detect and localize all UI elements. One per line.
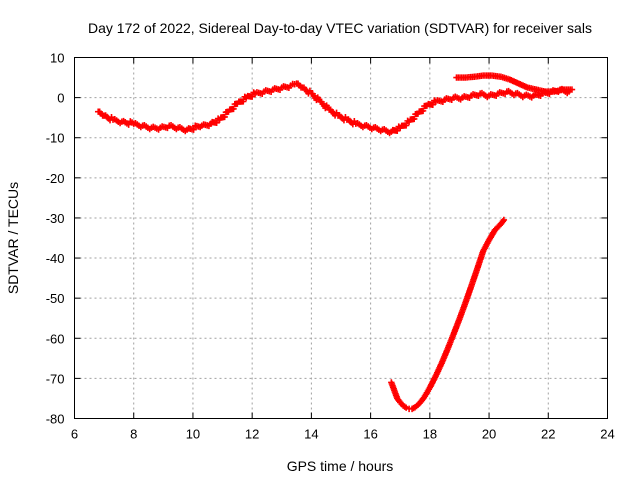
x-tick-label: 16 bbox=[363, 427, 377, 442]
data-marks bbox=[94, 72, 576, 413]
grid-lines bbox=[74, 57, 608, 419]
main-band-point bbox=[419, 107, 427, 115]
lower-arc-point bbox=[500, 216, 508, 224]
x-tick-label: 12 bbox=[245, 427, 259, 442]
main-band-point bbox=[410, 115, 418, 123]
y-tick-label: -10 bbox=[46, 131, 65, 146]
y-tick-label: -80 bbox=[46, 412, 65, 427]
x-tick-label: 10 bbox=[186, 427, 200, 442]
main-band-point bbox=[429, 101, 436, 108]
plot-frame bbox=[74, 57, 608, 419]
y-axis-label: SDTVAR / TECUs bbox=[5, 182, 21, 294]
x-tick-label: 22 bbox=[541, 427, 555, 442]
x-tick-label: 20 bbox=[482, 427, 496, 442]
x-tick-label: 24 bbox=[600, 427, 614, 442]
y-tick-label: -20 bbox=[46, 171, 65, 186]
main-band-point bbox=[125, 121, 132, 128]
main-band-point bbox=[248, 93, 256, 100]
y-tick-label: -40 bbox=[46, 251, 65, 266]
axis-ticks: 6 8 10 12 14 16 18 20 22 24 10 0 -10 -20 -30 -40 -50 -60 -… bbox=[46, 51, 615, 442]
y-tick-label: -50 bbox=[46, 291, 65, 306]
y-tick-label: -60 bbox=[46, 331, 65, 346]
upper-branch-point bbox=[568, 86, 576, 93]
main-band-point bbox=[394, 127, 401, 135]
y-tick-label: -30 bbox=[46, 211, 65, 226]
y-tick-label: 0 bbox=[57, 91, 64, 106]
lower-arc-point bbox=[402, 404, 410, 411]
chart-title: Day 172 of 2022, Sidereal Day-to-day VTE… bbox=[88, 20, 592, 36]
x-axis-label: GPS time / hours bbox=[287, 458, 394, 474]
main-band-point bbox=[402, 122, 410, 129]
main-band-point bbox=[213, 119, 220, 127]
main-band-point bbox=[190, 126, 197, 133]
x-tick-label: 6 bbox=[71, 427, 78, 442]
y-tick-label: -70 bbox=[46, 371, 65, 386]
main-band-point bbox=[230, 105, 237, 113]
x-tick-label: 18 bbox=[423, 427, 437, 442]
x-tick-label: 14 bbox=[304, 427, 318, 442]
main-band-point bbox=[221, 113, 228, 121]
y-tick-label: 10 bbox=[50, 51, 64, 66]
main-band-point bbox=[240, 98, 247, 105]
x-tick-label: 8 bbox=[130, 427, 137, 442]
